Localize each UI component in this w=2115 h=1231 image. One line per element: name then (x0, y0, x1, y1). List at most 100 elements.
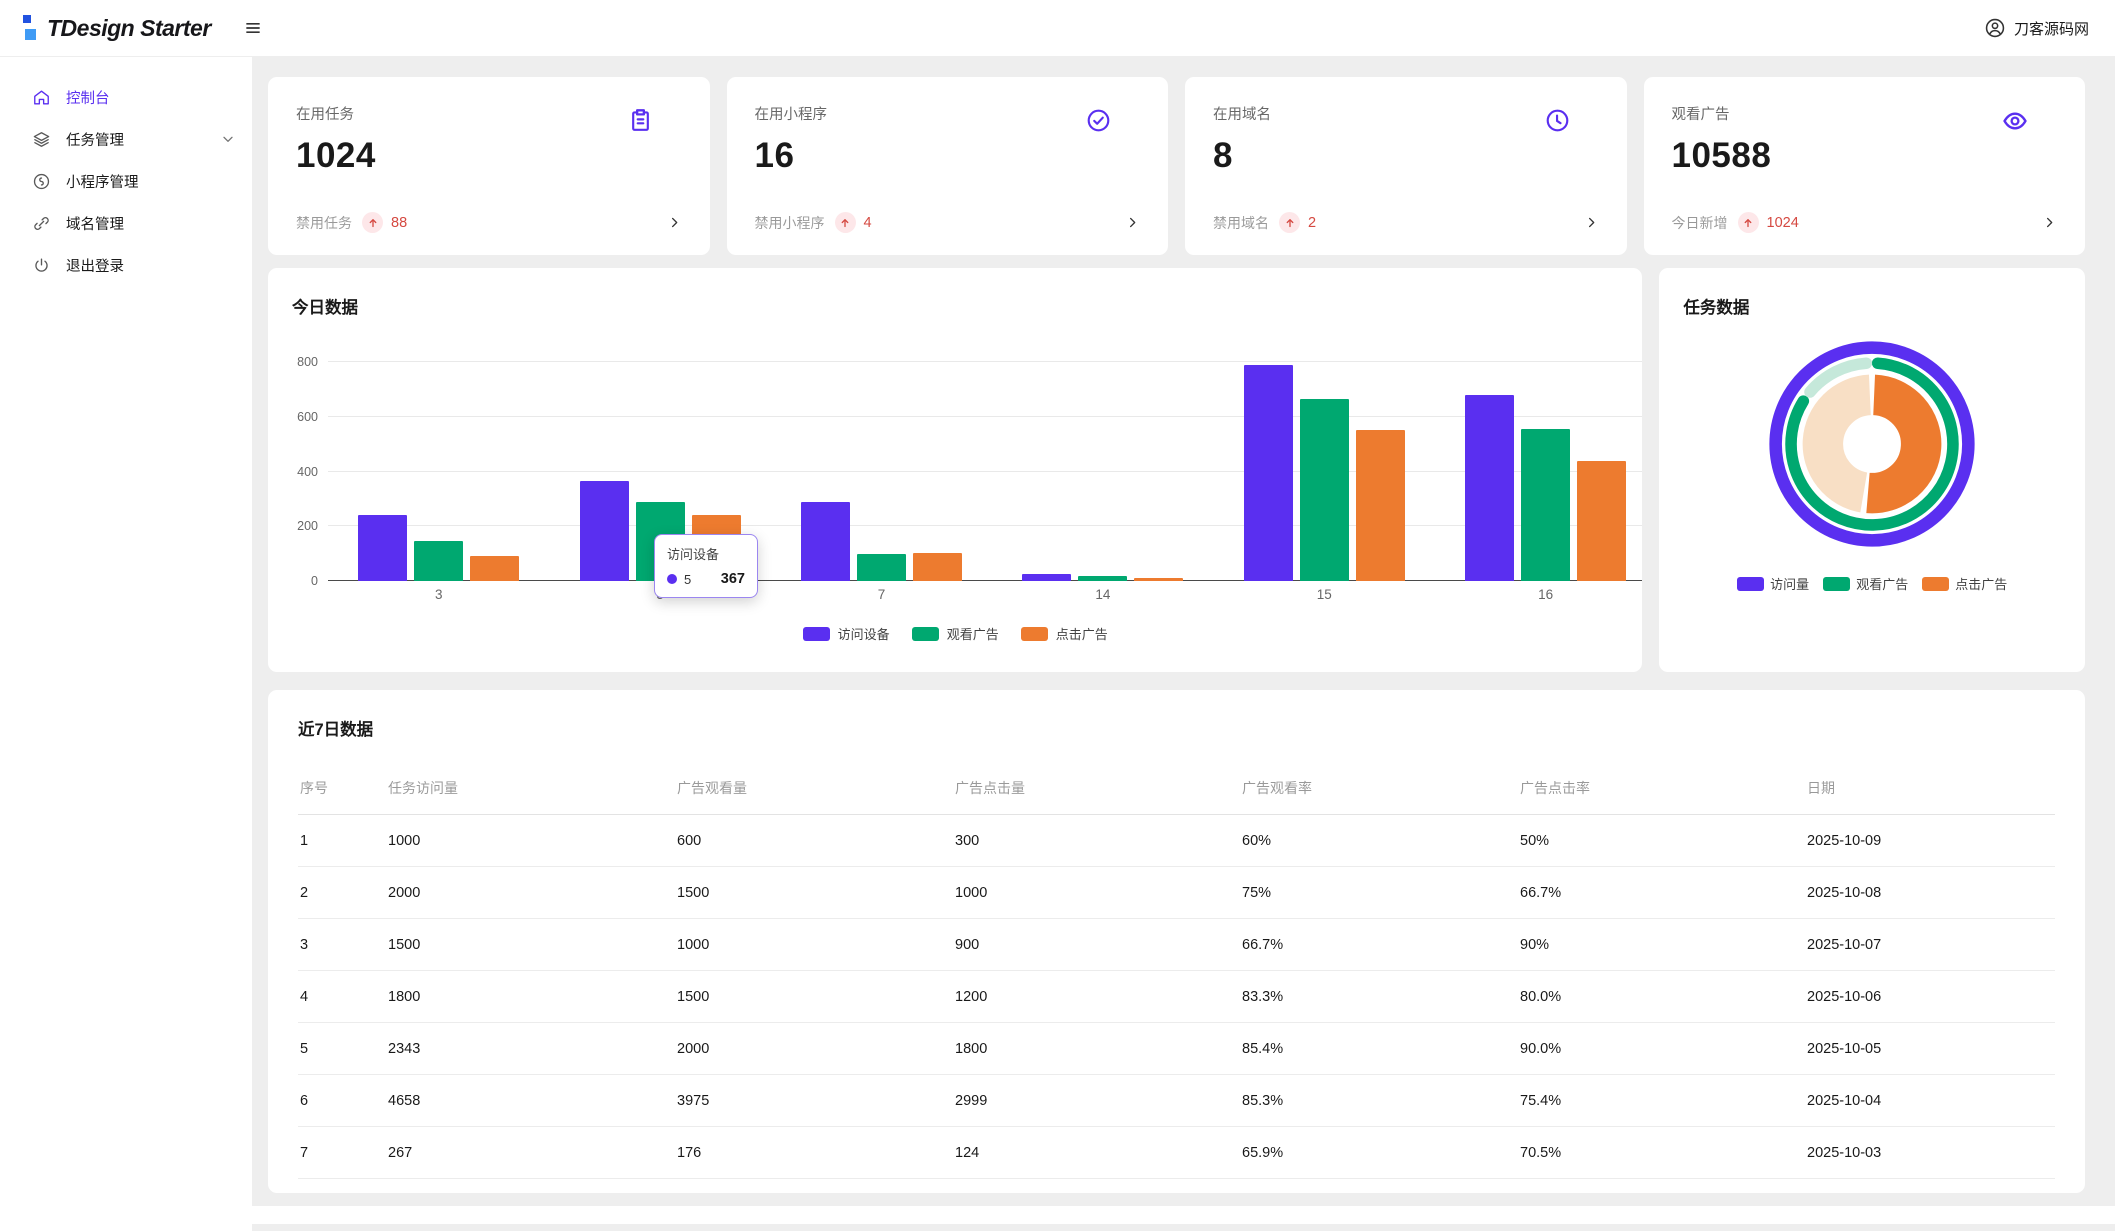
table-row[interactable]: 3 1500 1000 900 66.7% 90% 2025-10-07 (298, 918, 2055, 971)
table-cell: 900 (953, 918, 1240, 971)
main-content: 在用任务 1024 禁用任务 88 在用小程序 16 禁用小程序 4 在用域名 8 禁用域名 2 观看广… (252, 57, 2115, 1231)
bar-访问设备-3[interactable] (358, 515, 408, 581)
legend-item-观看广告[interactable]: 观看广告 (1823, 574, 1908, 593)
legend-label: 访问量 (1770, 577, 1810, 592)
stat-card-在用小程序: 在用小程序 16 禁用小程序 4 (726, 77, 1168, 255)
chevron-down-icon (220, 131, 236, 147)
table-cell: 2999 (953, 1074, 1240, 1127)
table-cell: 5 (298, 1022, 386, 1075)
table-cell: 600 (675, 814, 953, 867)
table-row[interactable]: 4 1800 1500 1200 83.3% 80.0% 2025-10-06 (298, 970, 2055, 1023)
sidebar-item-退出登录[interactable]: 退出登录 (0, 245, 252, 285)
table-cell: 176 (675, 1126, 953, 1179)
collapse-menu-button[interactable] (236, 11, 270, 45)
x-axis-label: 15 (1316, 587, 1332, 602)
bar-点击广告-15[interactable] (1355, 430, 1405, 581)
bar-点击广告-7[interactable] (912, 553, 962, 581)
legend-label: 点击广告 (1055, 627, 1108, 642)
x-axis-label: 7 (877, 587, 886, 602)
table-cell: 1000 (953, 866, 1240, 919)
user-menu[interactable]: 刀客源码网 (1984, 17, 2115, 39)
table-cell: 2025-10-07 (1805, 918, 2055, 971)
task-data-card: 任务数据 访问量 观看广告 点击广告 (1659, 268, 2085, 672)
table-cell: 1 (298, 814, 386, 867)
table-row[interactable]: 5 2343 2000 1800 85.4% 90.0% 2025-10-05 (298, 1022, 2055, 1075)
table-row[interactable]: 6 4658 3975 2999 85.3% 75.4% 2025-10-04 (298, 1074, 2055, 1127)
sidebar-item-label: 控制台 (66, 90, 110, 107)
bar-观看广告-5[interactable] (635, 501, 685, 581)
trend-up-badge (362, 212, 383, 233)
chevron-right-icon[interactable] (667, 215, 682, 230)
sidebar-item-域名管理[interactable]: 域名管理 (0, 203, 252, 243)
app-logo[interactable]: TDesign Starter (0, 13, 236, 43)
table-cell: 3975 (675, 1074, 953, 1127)
stat-card-footer: 今日新增 1024 (1672, 212, 2058, 233)
stat-card-footer: 禁用任务 88 (296, 212, 682, 233)
table-row[interactable]: 2 2000 1500 1000 75% 66.7% 2025-10-08 (298, 866, 2055, 919)
bar-访问设备-5[interactable] (579, 480, 629, 581)
table-cell: 267 (386, 1126, 675, 1179)
chevron-right-icon[interactable] (2042, 215, 2057, 230)
stat-card-value: 16 (754, 136, 795, 175)
table-row[interactable]: 7 267 176 124 65.9% 70.5% 2025-10-03 (298, 1126, 2055, 1179)
y-axis-tick: 200 (297, 519, 318, 534)
table-head: 序号 任务访问量 广告观看量 广告点击量 广告观看率 广告点击率 日期 (298, 766, 2055, 815)
bar-点击广告-3[interactable] (470, 556, 520, 581)
clipboard-icon (627, 107, 654, 134)
legend-swatch (802, 626, 830, 641)
table-cell: 85.4% (1240, 1022, 1518, 1075)
bar-观看广告-3[interactable] (414, 540, 464, 581)
table-cell: 2000 (386, 866, 675, 919)
table-header-row: 序号 任务访问量 广告观看量 广告点击量 广告观看率 广告点击率 日期 (298, 766, 2055, 815)
bar-观看广告-14[interactable] (1078, 576, 1128, 581)
table-column-广告观看率: 广告观看率 (1240, 766, 1518, 815)
stat-card-观看广告: 观看广告 10588 今日新增 1024 (1643, 77, 2085, 255)
bar-访问设备-7[interactable] (800, 501, 850, 581)
bar-访问设备-14[interactable] (1022, 574, 1072, 581)
user-name: 刀客源码网 (2013, 20, 2089, 38)
x-axis-label: 3 (434, 587, 443, 602)
sidebar-item-label: 任务管理 (66, 132, 124, 149)
sidebar-item-小程序管理[interactable]: 小程序管理 (0, 161, 252, 201)
table-cell: 4658 (386, 1074, 675, 1127)
legend-item-点击广告[interactable]: 点击广告 (1020, 624, 1108, 643)
table-column-广告点击率: 广告点击率 (1518, 766, 1805, 815)
legend-item-访问量[interactable]: 访问量 (1737, 574, 1809, 593)
bar-观看广告-15[interactable] (1299, 398, 1349, 581)
bar-点击广告-16[interactable] (1577, 460, 1627, 581)
stat-card-delta: 4 (863, 214, 872, 231)
legend-item-点击广告[interactable]: 点击广告 (1922, 574, 2007, 593)
bar-观看广告-7[interactable] (856, 553, 906, 581)
bar-访问设备-16[interactable] (1465, 394, 1515, 581)
stat-card-label: 在用域名 (1213, 107, 1271, 123)
task-chart-title: 任务数据 (1683, 299, 1750, 317)
table-cell: 2025-10-05 (1805, 1022, 2055, 1075)
sidebar-nav: 控制台任务管理小程序管理 域名管理 退出登录 (0, 57, 252, 1231)
bar-访问设备-15[interactable] (1243, 364, 1293, 581)
sidebar-item-任务管理[interactable]: 任务管理 (0, 119, 252, 159)
bar-group-3 (328, 362, 549, 581)
sidebar-item-控制台[interactable]: 控制台 (0, 77, 252, 117)
table-cell: 66.7% (1518, 866, 1805, 919)
bar-chart[interactable]: 0 200 400 600 800 (297, 355, 1643, 588)
chevron-right-icon[interactable] (1584, 215, 1599, 230)
legend-label: 观看广告 (946, 627, 999, 642)
bar-groups (328, 362, 1642, 581)
table-row[interactable]: 1 1000 600 300 60% 50% 2025-10-09 (298, 814, 2055, 867)
table-column-序号: 序号 (298, 766, 386, 815)
stat-card-value: 8 (1213, 136, 1233, 175)
bar-点击广告-5[interactable] (691, 515, 741, 581)
table-cell: 2 (298, 866, 386, 919)
bar-点击广告-14[interactable] (1134, 578, 1184, 581)
table-cell: 2025-10-08 (1805, 866, 2055, 919)
donut-chart[interactable] (1659, 338, 2085, 550)
table-cell: 85.3% (1240, 1074, 1518, 1127)
stat-card-label: 在用小程序 (754, 107, 828, 123)
chevron-right-icon[interactable] (1125, 215, 1140, 230)
logo-icon (22, 13, 40, 43)
stat-card-label: 在用任务 (296, 107, 354, 123)
legend-item-观看广告[interactable]: 观看广告 (911, 624, 999, 643)
bar-观看广告-16[interactable] (1521, 429, 1571, 581)
legend-item-访问设备[interactable]: 访问设备 (802, 624, 890, 643)
y-axis-tick: 800 (297, 355, 318, 369)
